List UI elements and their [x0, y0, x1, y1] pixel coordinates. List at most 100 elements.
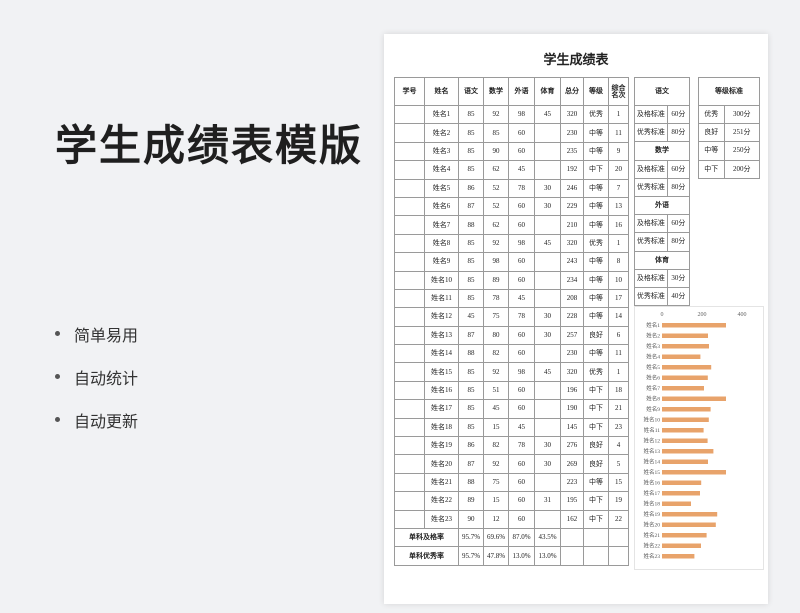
table-row: 良好 251分	[698, 123, 761, 143]
axis-tick-label: 0	[661, 312, 664, 318]
bar	[662, 386, 704, 391]
table-cell: 45	[508, 160, 535, 180]
bar	[662, 491, 700, 496]
table-cell: 6	[608, 325, 629, 346]
rate-cell: 95.7%	[458, 527, 484, 548]
table-row: 优秀标准 80分	[634, 177, 691, 197]
table-cell: 优秀	[583, 104, 609, 125]
table-cell	[534, 344, 561, 364]
bar	[662, 480, 702, 485]
table-cell: 85	[458, 123, 484, 143]
table-cell: 52	[483, 196, 509, 217]
table-row: 姓名20 87 92 60 30 269 良好 5	[394, 454, 629, 474]
table-cell: 276	[560, 436, 584, 456]
table-cell: 15	[483, 417, 509, 438]
table-cell: 86	[458, 436, 484, 456]
bar	[662, 522, 716, 527]
table-cell: 45	[508, 288, 535, 309]
table-cell: 60	[508, 141, 535, 162]
table-cell: 60	[508, 252, 535, 272]
bar-chart: 0 200 400 姓名1 姓名2 姓名3 姓名4 姓名5 姓名6 姓名7 姓名8 姓名9 姓名10 姓名…	[643, 312, 746, 560]
table-cell: 20	[608, 160, 629, 180]
rate-cell: 13.0%	[534, 546, 561, 566]
table-cell: 姓名12	[424, 307, 459, 327]
standard-label: 及格标准	[634, 159, 668, 179]
table-cell: 16	[608, 215, 629, 235]
table-cell	[394, 325, 425, 346]
subject-standard-table: 语文 及格标准 60分 优秀标准 80分 数学 及格标准 60分 优秀标准 80分 外语 及格标准 60…	[634, 77, 691, 307]
table-cell	[534, 509, 561, 529]
table-cell: 9	[608, 141, 629, 162]
table-cell: 22	[608, 509, 629, 529]
table-cell: 中等	[583, 123, 609, 143]
table-cell: 228	[560, 307, 584, 327]
column-header: 姓名	[424, 77, 459, 106]
table-cell	[394, 454, 425, 474]
table-cell: 姓名17	[424, 399, 459, 419]
category-label: 姓名3	[646, 342, 660, 350]
table-row: 及格标准 60分	[634, 159, 691, 179]
table-cell	[394, 288, 425, 309]
table-cell: 86	[458, 178, 484, 198]
table-cell: 98	[483, 252, 509, 272]
table-cell: 92	[483, 233, 509, 254]
table-cell: 良好	[583, 325, 609, 346]
table-cell: 姓名8	[424, 233, 459, 254]
standard-value: 80分	[666, 232, 691, 252]
bar	[662, 543, 701, 548]
table-cell: 145	[560, 417, 584, 438]
grade-standard-table: 等级标准 优秀 300分 良好 251分 中等 250分 中下 200分	[698, 77, 761, 179]
table-cell: 85	[458, 104, 484, 125]
table-cell: 92	[483, 454, 509, 474]
standard-value: 30分	[666, 268, 691, 288]
empty-cell	[608, 527, 629, 548]
table-cell: 62	[483, 215, 509, 235]
table-cell	[394, 270, 425, 290]
bar	[662, 554, 695, 559]
table-row: 姓名5 86 52 78 30 246 中等 7	[394, 178, 629, 198]
table-row: 姓名7 88 62 60 210 中等 16	[394, 215, 629, 235]
column-header: 总分	[560, 77, 584, 106]
rate-cell: 95.7%	[458, 546, 484, 566]
table-row: 数学	[634, 141, 690, 161]
table-cell: 80	[483, 325, 509, 346]
table-row: 姓名6 87 52 60 30 229 中等 13	[394, 196, 629, 217]
table-cell: 85	[458, 288, 484, 309]
table-row: 体育	[634, 250, 690, 270]
table-cell: 208	[560, 288, 584, 309]
table-cell: 30	[534, 196, 561, 217]
standard-value: 60分	[666, 214, 691, 234]
bar	[662, 459, 708, 464]
category-label: 姓名22	[643, 542, 660, 550]
table-row: 语文	[634, 77, 690, 106]
subject-heading: 体育	[634, 250, 690, 270]
table-row: 姓名3 85 90 60 235 中等 9	[394, 141, 629, 162]
grade-threshold: 300分	[723, 104, 761, 125]
table-row: 中等 250分	[698, 141, 761, 161]
category-label: 姓名6	[646, 374, 660, 382]
table-cell: 85	[458, 233, 484, 254]
table-cell: 257	[560, 325, 584, 346]
table-row: 姓名17 85 45 60 190 中下 21	[394, 399, 629, 419]
table-cell: 190	[560, 399, 584, 419]
table-cell: 75	[483, 472, 509, 493]
table-cell: 4	[608, 436, 629, 456]
table-cell: 中等	[583, 196, 609, 217]
feature-item: 自动统计	[55, 355, 138, 398]
table-row: 优秀标准 80分	[634, 123, 691, 143]
table-row: 姓名14 88 82 60 230 中等 11	[394, 344, 629, 364]
table-cell: 姓名20	[424, 454, 459, 474]
table-cell: 87	[458, 196, 484, 217]
table-cell: 78	[508, 436, 535, 456]
table-cell: 82	[483, 436, 509, 456]
rate-cell: 69.6%	[483, 527, 509, 548]
table-cell	[534, 141, 561, 162]
table-cell: 中等	[583, 344, 609, 364]
category-label: 姓名2	[646, 332, 660, 340]
table-cell: 210	[560, 215, 584, 235]
bar	[662, 333, 708, 338]
table-cell: 姓名3	[424, 141, 459, 162]
table-cell: 88	[458, 215, 484, 235]
standard-label: 及格标准	[634, 268, 668, 288]
table-cell: 60	[508, 472, 535, 493]
